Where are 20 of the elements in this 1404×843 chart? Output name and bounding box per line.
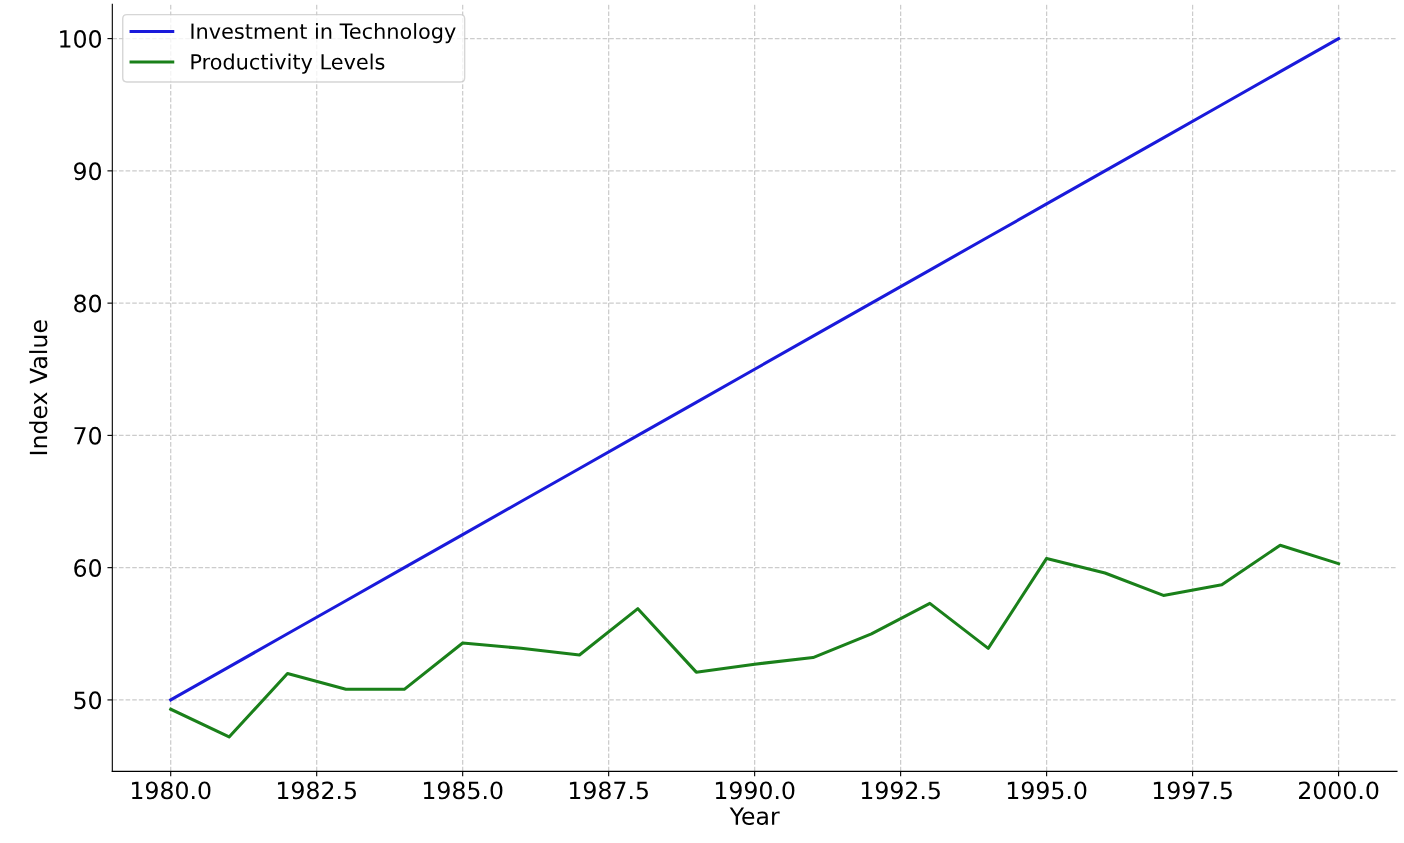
y-tick-label: 50	[74, 691, 102, 710]
x-tick-label: 1997.5	[1153, 781, 1232, 800]
x-tick-label: 1980.0	[132, 781, 211, 800]
legend-label: Productivity Levels	[191, 53, 385, 74]
x-tick-label: 2000.0	[1299, 781, 1379, 800]
y-tick-label: 100	[60, 30, 102, 48]
legend-label: Investment in Technology	[191, 22, 456, 44]
y-tick-label: 70	[74, 426, 102, 445]
y-tick-label: 90	[74, 162, 102, 181]
x-tick-label: 1995.0	[1007, 781, 1087, 800]
x-tick-label: 1987.5	[569, 781, 648, 800]
y-tick-label: 80	[74, 294, 102, 313]
x-tick-label: 1990.0	[715, 781, 795, 800]
y-tick-label: 60	[74, 559, 102, 577]
x-axis-title: Year	[729, 807, 780, 825]
x-tick-label: 1985.0	[423, 781, 503, 800]
line-series	[169, 543, 1341, 739]
x-tick-label: 1982.5	[277, 781, 356, 800]
x-tick-label: 1992.5	[861, 781, 940, 800]
y-axis-title: Index Value	[29, 320, 48, 455]
